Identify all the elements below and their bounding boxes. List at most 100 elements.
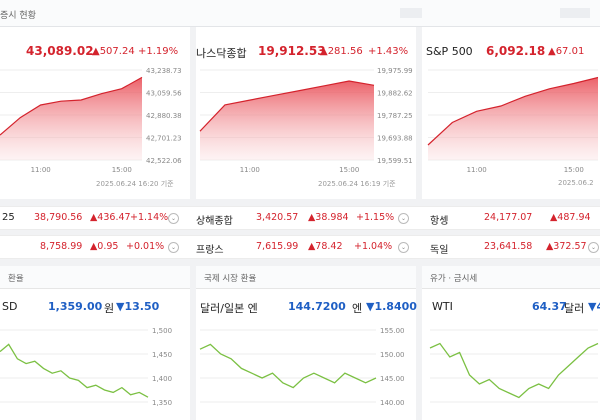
market-chart-0: 43,238.73 43,059.56 42,880.38 42,701.23 42,5… [0, 67, 182, 174]
index-name: 상해종합 [196, 216, 233, 227]
index-value: 3,420.57 [256, 212, 299, 223]
chevron-down-icon[interactable]: ⌄ [168, 213, 179, 224]
fx-change: ▼13.50 [116, 300, 160, 313]
market-timestamp: 2025.06.24 16:19 기준 [318, 180, 396, 188]
x-tick-label: 11:00 [240, 166, 260, 174]
fx-change: ▼4 [588, 300, 600, 313]
y-tick-label: 42,880.38 [146, 112, 182, 120]
y-tick-label: 43,059.56 [146, 90, 182, 98]
fx-name: SD [2, 300, 18, 313]
fx-unit: 엔 [352, 302, 363, 315]
fx-section-header: 환율 [0, 266, 190, 289]
market-pct: +1.43% [368, 46, 409, 57]
chevron-down-icon[interactable]: ⌄ [398, 242, 409, 253]
x-tick-label: 15:00 [339, 166, 359, 174]
fx-name: WTI [432, 300, 453, 313]
market-name: S&P 500 [426, 45, 473, 58]
index-change: ▲487.94 [550, 212, 591, 223]
y-tick-label: 1,500 [152, 327, 172, 335]
series-line [427, 76, 599, 146]
index-pct: +1.14% [130, 212, 169, 223]
index-pct: +0.01% [126, 241, 165, 252]
index-change: ▲0.95 [90, 241, 119, 252]
index-value: 7,615.99 [256, 241, 299, 252]
oil-gold-section-title: 유가 · 금시세 [430, 274, 478, 284]
chevron-down-icon[interactable]: ⌄ [168, 242, 179, 253]
market-value: 43,089.02 [26, 44, 94, 58]
oil-gold-section-header: 유가 · 금시세 [422, 266, 600, 289]
section-title: 증시 현황 [0, 11, 36, 21]
fx-series-line [199, 343, 377, 389]
index-row: 25 38,790.56 ▲436.47 +1.14% ⌄ 상해종합 3,420… [0, 206, 600, 230]
y-tick-label: 150.00 [380, 351, 405, 359]
y-tick-label: 19,882.62 [377, 90, 413, 98]
series-line [199, 80, 375, 132]
y-tick-label: 19,599.51 [377, 157, 413, 165]
series-area [200, 81, 374, 160]
y-tick-label: 42,522.06 [146, 157, 182, 165]
index-value: 24,177.07 [484, 212, 533, 223]
market-chart-2: 11:00 15:00 [427, 69, 599, 174]
series-area [0, 77, 142, 160]
index-name: 항셍 [430, 216, 449, 227]
y-tick-label: 19,975.99 [377, 67, 413, 75]
y-tick-label: 140.00 [380, 399, 405, 407]
fx-change: ▼1.8400 [366, 300, 417, 313]
x-tick-label: 15:00 [564, 166, 584, 174]
market-change: ▲507.24 [92, 46, 135, 57]
market-value: 19,912.53 [258, 44, 326, 58]
y-tick-label: 1,450 [152, 351, 172, 359]
fx-series-line [0, 343, 149, 398]
index-change: ▲436.47 [90, 212, 131, 223]
fx-chart-0: 1,500 1,450 1,400 1,350 [0, 327, 172, 407]
intl-fx-section-header: 국제 시장 환율 [196, 266, 416, 289]
y-tick-label: 43,238.73 [146, 67, 182, 75]
y-tick-label: 155.00 [380, 327, 405, 335]
index-pct: +1.15% [356, 212, 395, 223]
market-name: 나스닥종합 [196, 47, 247, 60]
index-change: ▲78.42 [308, 241, 343, 252]
x-tick-label: 11:00 [467, 166, 487, 174]
fx-unit: 달러 [564, 302, 585, 315]
y-tick-label: 1,400 [152, 375, 172, 383]
index-change: ▲372.57 [546, 241, 587, 252]
fx-name: 달러/일본 엔 [200, 302, 258, 315]
x-tick-label: 15:00 [112, 166, 132, 174]
y-tick-label: 145.00 [380, 375, 405, 383]
index-pct: +1.04% [354, 241, 393, 252]
section-header: 증시 현황 [0, 0, 600, 27]
intl-fx-section-title: 국제 시장 환율 [204, 274, 257, 284]
chevron-down-icon[interactable]: ⌄ [588, 242, 599, 253]
index-name: 독일 [430, 245, 449, 256]
market-card-nasdaq[interactable]: 나스닥종합 19,912.53 ▲281.56 +1.43% 19,975.99… [196, 27, 416, 199]
fx-series-line [429, 342, 599, 399]
market-change: ▲67.01 [548, 46, 585, 57]
fx-section-title: 환율 [8, 274, 24, 284]
market-timestamp: 2025.06.2 [558, 179, 594, 187]
series-area [428, 77, 598, 160]
market-card-dow[interactable]: 43,089.02 ▲507.24 +1.19% 43,238.73 43,059… [0, 27, 190, 199]
fx-value: 64.37 [532, 300, 567, 313]
y-tick-label: 19,787.25 [377, 112, 413, 120]
x-tick-label: 11:00 [31, 166, 51, 174]
series-line [0, 76, 143, 136]
y-tick-label: 19,693.88 [377, 135, 413, 143]
market-card-sp500[interactable]: S&P 500 6,092.18 ▲67.01 11:00 15:00 2025.… [422, 27, 600, 199]
index-value: 8,758.99 [40, 241, 83, 252]
fx-unit: 원 [104, 302, 115, 315]
index-value: 23,641.58 [484, 241, 533, 252]
index-change: ▲38.984 [308, 212, 349, 223]
market-pct: +1.19% [138, 46, 179, 57]
fx-chart-1: 155.00 150.00 145.00 140.00 [199, 327, 405, 407]
fx-value: 1,359.00 [48, 300, 103, 313]
fx-chart-2 [429, 329, 599, 403]
header-tab-placeholder[interactable] [400, 8, 422, 18]
market-timestamp: 2025.06.24 16:20 기준 [96, 180, 174, 188]
index-row: 8,758.99 ▲0.95 +0.01% ⌄ 프랑스 7,615.99 ▲78… [0, 235, 600, 259]
index-name: 프랑스 [196, 245, 224, 256]
market-chart-1: 19,975.99 19,882.62 19,787.25 19,693.88 19,5… [199, 67, 413, 174]
index-name: 25 [2, 212, 15, 223]
header-tab-placeholder[interactable] [560, 8, 590, 18]
y-tick-label: 1,350 [152, 399, 172, 407]
chevron-down-icon[interactable]: ⌄ [398, 213, 409, 224]
